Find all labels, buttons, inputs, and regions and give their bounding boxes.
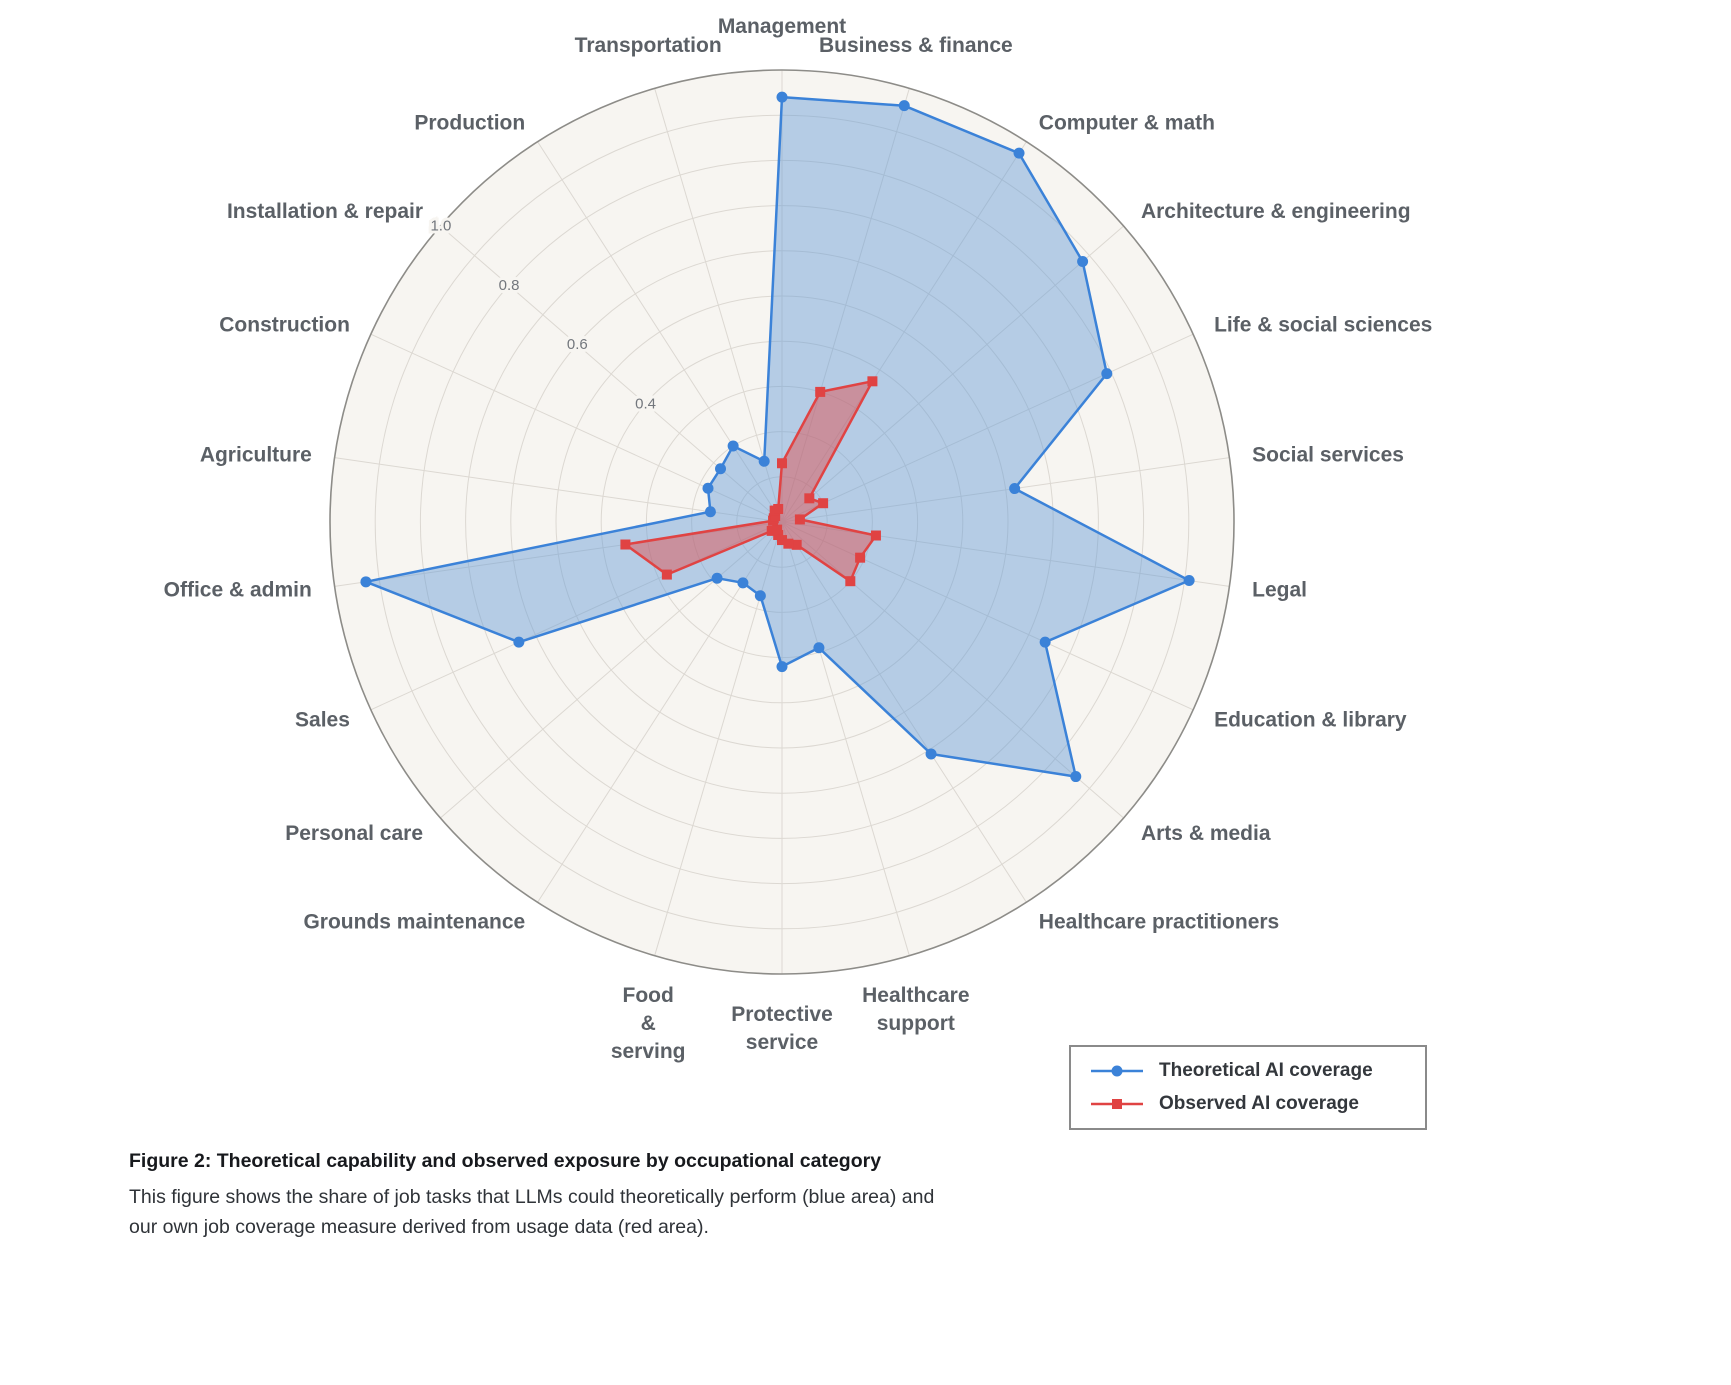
data-point-observed	[620, 539, 631, 550]
category-label-agriculture: Agriculture	[200, 443, 312, 466]
category-label-arts-media: Arts & media	[1141, 822, 1271, 845]
category-label-computer-math: Computer & math	[1039, 111, 1215, 134]
data-point-observed	[777, 535, 787, 546]
category-label-social-services: Social services	[1252, 443, 1404, 466]
grid-spoke	[781, 521, 1124, 819]
data-point-theoretical	[737, 577, 749, 589]
data-point-theoretical	[1077, 256, 1089, 268]
category-label-life-social-sciences: Life & social sciences	[1214, 314, 1432, 337]
data-point-observed	[794, 514, 805, 525]
category-label-healthcare-support: Healthcare support	[862, 984, 969, 1035]
data-point-observed	[804, 493, 815, 504]
category-label-food-serving: Food & serving	[611, 984, 686, 1063]
data-point-theoretical	[1183, 575, 1195, 587]
data-point-theoretical	[704, 506, 716, 518]
category-label-grounds-maintenance: Grounds maintenance	[303, 911, 525, 934]
grid-spoke	[370, 333, 783, 523]
category-label-construction: Construction	[219, 314, 350, 337]
category-label-sales: Sales	[295, 708, 350, 731]
data-point-observed	[818, 498, 829, 509]
chart-legend: Theoretical AI coverage Observed AI cove…	[1069, 1045, 1427, 1130]
grid-spoke	[781, 333, 1194, 523]
category-label-transportation: Transportation	[575, 34, 722, 57]
data-point-observed	[855, 552, 866, 563]
data-point-theoretical	[727, 440, 739, 452]
data-point-observed	[773, 503, 784, 514]
data-point-observed	[772, 524, 783, 535]
grid-spoke	[781, 225, 1124, 523]
data-point-theoretical	[711, 572, 723, 584]
data-point-theoretical	[1101, 368, 1113, 380]
category-label-production: Production	[414, 111, 525, 134]
legend-item-observed: Observed AI coverage	[1089, 1093, 1407, 1115]
grid-spoke	[781, 521, 1194, 711]
data-point-observed	[777, 458, 787, 469]
data-point-theoretical	[1070, 771, 1082, 783]
data-point-theoretical	[925, 748, 937, 760]
legend-marker-observed-square-icon	[1091, 1099, 1143, 1109]
grid-spoke	[537, 141, 783, 523]
category-label-office-admin: Office & admin	[164, 579, 312, 602]
grid-spoke	[781, 521, 910, 956]
data-point-theoretical	[1009, 483, 1021, 495]
radar-outline	[329, 69, 1235, 975]
caption-title: Figure 2: Theoretical capability and obs…	[129, 1150, 882, 1172]
data-point-theoretical	[1013, 147, 1025, 159]
figure-caption: Figure 2: Theoretical capability and obs…	[129, 1150, 961, 1242]
data-point-theoretical	[1039, 636, 1051, 648]
data-point-observed	[783, 538, 794, 549]
grid-spoke	[781, 521, 1027, 903]
category-label-education-library: Education & library	[1214, 708, 1407, 731]
data-point-observed	[791, 539, 802, 550]
data-point-theoretical	[758, 455, 770, 467]
category-label-healthcare-practitioners: Healthcare practitioners	[1039, 911, 1279, 934]
legend-marker-theoretical-circle-icon	[1091, 1065, 1143, 1077]
grid-spoke	[654, 88, 783, 523]
radial-tick-label: 0.6	[567, 336, 588, 353]
radial-tick-label: 0.8	[499, 277, 520, 294]
category-label-personal-care: Personal care	[285, 822, 423, 845]
data-point-theoretical	[776, 91, 788, 103]
category-label-legal: Legal	[1252, 579, 1307, 602]
data-point-observed	[773, 530, 784, 541]
legend-label-theoretical: Theoretical AI coverage	[1159, 1060, 1373, 1081]
grid-spoke	[781, 457, 1230, 523]
category-label-architecture-engineering: Architecture & engineering	[1141, 200, 1411, 223]
data-point-theoretical	[813, 642, 825, 654]
legend-label-observed: Observed AI coverage	[1159, 1093, 1359, 1114]
data-point-theoretical	[702, 482, 714, 494]
data-point-observed	[766, 525, 777, 536]
data-point-observed	[845, 576, 856, 587]
grid-spoke	[781, 88, 910, 523]
grid-spoke	[334, 521, 783, 587]
grid-spoke	[370, 521, 783, 711]
radial-tick-label: 1.0	[430, 217, 451, 234]
category-label-protective-service: Protective service	[731, 1003, 833, 1054]
data-point-theoretical	[776, 661, 788, 673]
category-label-management: Management	[718, 15, 846, 38]
data-point-observed	[661, 569, 672, 580]
data-point-observed	[867, 376, 878, 387]
data-point-observed	[770, 511, 781, 522]
data-point-observed	[815, 386, 826, 397]
grid-spoke	[440, 521, 783, 819]
data-point-theoretical	[513, 636, 525, 648]
data-point-observed	[870, 530, 881, 541]
data-point-theoretical	[754, 590, 766, 602]
category-label-installation-repair: Installation & repair	[227, 200, 423, 223]
grid-spoke	[781, 521, 1230, 587]
data-point-theoretical	[898, 100, 910, 112]
grid-spoke	[440, 225, 783, 523]
radial-tick-label: 0.4	[635, 395, 656, 412]
caption-body: This figure shows the share of job tasks…	[129, 1186, 935, 1238]
category-label-business-finance: Business & finance	[819, 34, 1013, 57]
grid-spoke	[781, 141, 1027, 523]
data-point-theoretical	[360, 576, 372, 588]
data-point-theoretical	[715, 463, 727, 475]
legend-item-theoretical: Theoretical AI coverage	[1089, 1060, 1407, 1082]
